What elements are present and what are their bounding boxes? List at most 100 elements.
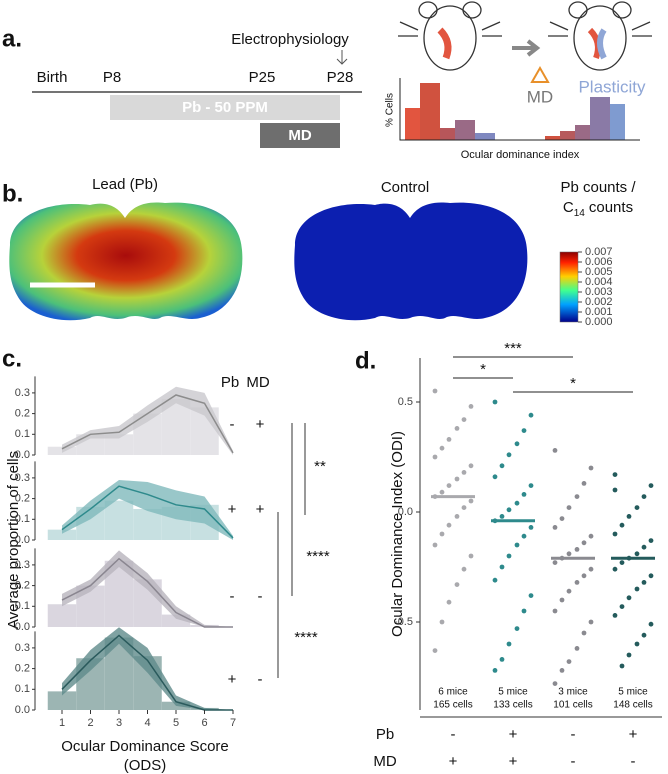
point [559,668,565,673]
point [492,399,498,405]
point [574,580,580,585]
point [468,463,474,469]
significance-bracket [277,423,306,678]
x-tick-label: 5 [173,717,179,729]
row-label: MD [373,753,396,770]
point [514,626,520,631]
axis-title: % Cells [385,93,396,127]
md-sign: - [571,753,576,770]
point [648,573,654,579]
bar-label: MD [288,127,311,144]
point [566,551,572,557]
point [446,599,452,605]
point [461,417,467,422]
point [612,531,618,537]
panel-label: a. [2,25,22,52]
significance: * [570,375,576,392]
point [492,668,498,673]
point [432,542,438,548]
pb-sign: - [230,588,235,605]
point [648,621,654,627]
y-tick-label: 0.0 [15,449,30,461]
group-count: 101 cells [553,700,592,711]
bar [104,500,134,540]
axis-title: Average proportion of cells [5,451,22,629]
group-count: 133 cells [493,700,532,711]
point [499,514,505,519]
y-tick-label: 0.0 [15,621,30,633]
group-count: 3 mice [558,687,588,698]
pb-sign: + [509,726,518,743]
point [626,595,632,601]
colorbar-tick-label: 0.003 [585,286,613,298]
significance: *** [504,340,522,357]
point [552,608,558,614]
colorbar-tick-label: 0.005 [585,266,613,278]
point [619,663,625,669]
point [499,657,505,662]
pathway [597,28,607,60]
y-tick-label: 0.0 [15,534,30,546]
pb-sign: + [228,671,237,688]
y-tick-label: 0.1 [15,683,30,695]
point [432,648,438,653]
colorbar-title: C14 counts [563,199,633,219]
group-count: 6 mice [438,687,468,698]
y-tick-label: 0.5 [398,396,413,408]
point [446,483,452,488]
point [521,492,527,497]
pb-sign: + [629,726,638,743]
x-tick-label: 1 [59,717,65,729]
y-tick-label: 0.0 [398,506,413,518]
axis-title: Ocular Dominance Score [61,738,229,755]
point [514,500,520,506]
arrow [336,50,348,65]
bar [47,691,77,710]
y-tick-label: 0.2 [15,493,30,505]
significance-bracket [453,356,633,393]
significance: **** [306,548,330,565]
y-tick-label: 0.3 [15,472,30,484]
colorbar [559,251,579,323]
point [521,533,527,539]
mouse-icon [398,1,652,71]
axis-title: Ocular Dominance Index (ODI) [389,431,406,637]
point [641,494,647,499]
md-sign: + [256,416,265,433]
point [588,465,594,471]
significance: * [480,361,486,378]
point [439,489,445,495]
y-tick-label: 0.2 [15,663,30,675]
x-tick-label: 7 [230,717,236,729]
point [552,560,558,565]
point [432,388,438,394]
point [514,542,520,548]
column-header: MD [246,374,269,391]
point [574,494,580,499]
x-tick-label: 3 [116,717,122,729]
md-sign: - [631,753,636,770]
brain-image [9,202,243,321]
y-tick-label: 0.0 [15,704,30,716]
point [634,551,640,557]
pb-sign: - [230,416,235,433]
point [641,632,647,638]
panel-label: b. [2,180,23,207]
point [454,476,460,482]
colorbar-tick-label: 0.004 [585,276,613,288]
point [581,481,587,486]
point [514,441,520,447]
point [446,437,452,442]
point [439,619,445,625]
point [439,445,445,451]
point [641,580,647,585]
point [612,566,618,572]
point [528,525,534,530]
timepoint: Birth [37,69,68,86]
point [528,593,534,598]
point [581,630,587,636]
point [566,505,572,510]
colorbar-tick-label: 0.006 [585,256,613,268]
point [439,531,445,537]
